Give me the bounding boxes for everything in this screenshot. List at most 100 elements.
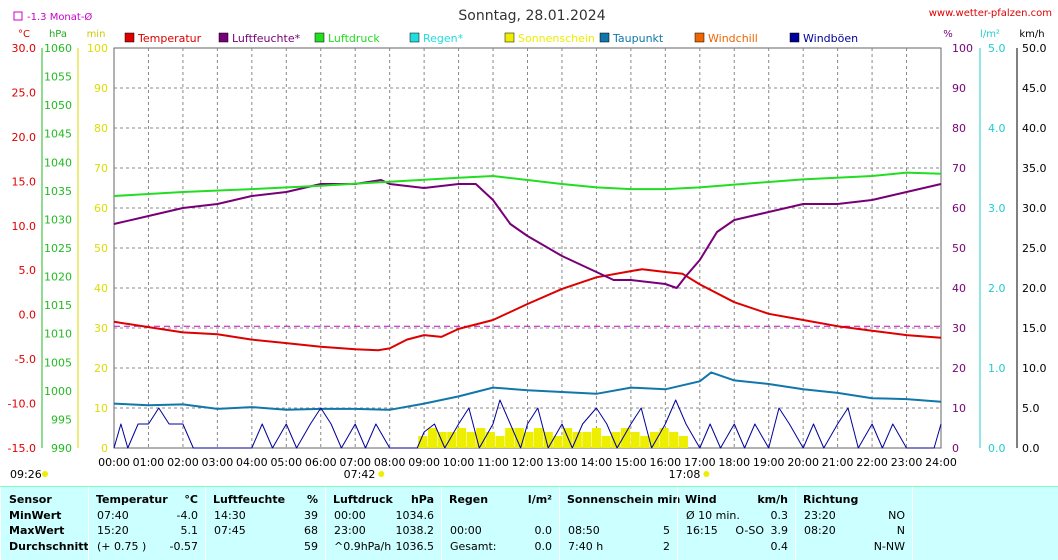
- humidity-tick-label: 10: [952, 402, 966, 415]
- day-start-icon: [42, 471, 48, 477]
- pressure-tick-label: 1030: [44, 213, 72, 226]
- stats-cell: Luftfeuchte: [213, 493, 286, 506]
- sunshine_min-tick-label: 20: [94, 362, 108, 375]
- stats-cell: hPa: [410, 493, 434, 506]
- sunset-time: 17:08: [669, 468, 701, 481]
- x-tick-label: 05:00: [270, 456, 302, 469]
- rain-tick-label: 3.0: [988, 202, 1006, 215]
- sunshine-bar: [591, 428, 602, 448]
- humidity-tick-label: 50: [952, 242, 966, 255]
- unit-min: min: [87, 29, 106, 40]
- pressure-tick-label: 1015: [44, 299, 72, 312]
- x-tick-label: 14:00: [581, 456, 613, 469]
- sunshine-bar: [543, 432, 553, 448]
- stats-cell: 39: [304, 509, 318, 522]
- unit-percent: %: [943, 29, 953, 40]
- pressure-tick-label: 1020: [44, 271, 72, 284]
- stats-cell: (+ 0.75 ): [97, 540, 147, 553]
- pressure-tick-label: 995: [51, 413, 72, 426]
- stats-cell: Sonnenschein min: [567, 493, 681, 506]
- x-tick-label: 01:00: [133, 456, 165, 469]
- rain-tick-label: 1.0: [988, 362, 1006, 375]
- x-tick-label: 03:00: [202, 456, 234, 469]
- stats-cell: 3.9: [770, 524, 789, 537]
- stats-cell: 5.1: [180, 524, 199, 537]
- stats-cell: km/h: [757, 493, 788, 506]
- pressure-tick-label: 1055: [44, 71, 72, 84]
- x-tick-label: 07:00: [339, 456, 371, 469]
- wind-tick-label: 25.0: [1022, 242, 1047, 255]
- legend-swatch: [789, 32, 800, 43]
- legend-label: Luftfeuchte*: [232, 32, 301, 45]
- sunshine-bar: [524, 432, 534, 448]
- sunshine-bar: [630, 432, 640, 448]
- stats-cell: 0.0: [534, 524, 553, 537]
- humidity-tick-label: 60: [952, 202, 966, 215]
- temperature-tick-label: 20.0: [12, 131, 37, 144]
- rain-tick-label: 4.0: [988, 122, 1006, 135]
- humidity-tick-label: 0: [952, 442, 959, 455]
- x-tick-label: 08:00: [374, 456, 406, 469]
- source-label: www.wetter-pfalzen.com: [929, 8, 1052, 19]
- stats-cell: 08:20: [804, 524, 836, 537]
- stats-cell: 5: [663, 524, 670, 537]
- series-line-temperatur: [113, 268, 942, 352]
- x-tick-label: 22:00: [856, 456, 888, 469]
- stats-col-sensor: Sensor MinWert MaxWert Durchschnitt: [0, 487, 89, 560]
- stats-panel: Sensor MinWert MaxWert Durchschnitt Temperat…: [0, 486, 1058, 560]
- sunshine_min-tick-label: 0: [101, 442, 108, 455]
- sunshine-bar: [427, 428, 438, 448]
- sunshine-bar: [669, 432, 679, 448]
- stats-cell: N: [896, 524, 905, 537]
- sunshine-bar: [485, 432, 495, 448]
- sunshine-bar: [447, 432, 457, 448]
- series-line-taupunkt: [113, 371, 942, 411]
- sunshine-bar: [649, 432, 659, 448]
- wind-tick-label: 5.0: [1022, 402, 1040, 415]
- stats-cell: ^0.9hPa/h: [334, 540, 392, 553]
- temperature-tick-label: -15.0: [8, 442, 36, 455]
- x-tick-label: 24:00: [925, 456, 957, 469]
- humidity-tick-label: 90: [952, 82, 966, 95]
- stats-cell: Luftdruck: [333, 493, 393, 506]
- temperature-tick-label: 0.0: [19, 309, 37, 322]
- stats-cell: Wind: [685, 493, 717, 506]
- stats-cell: 68: [304, 524, 318, 537]
- stats-cell: 00:00: [334, 509, 366, 522]
- legend-swatch: [694, 32, 705, 43]
- stats-col-empty: [912, 487, 1058, 560]
- sunshine-bar: [611, 432, 621, 448]
- stats-cell: 14:30: [214, 509, 246, 522]
- unit-rain: l/m²: [980, 29, 1000, 40]
- stats-cell: Temperatur: [96, 493, 168, 506]
- sunshine-bar: [601, 436, 611, 448]
- x-tick-label: 21:00: [822, 456, 854, 469]
- sunshine-bar: [678, 436, 688, 448]
- stats-cell: N-NW: [873, 540, 905, 553]
- x-tick-label: 13:00: [546, 456, 578, 469]
- stats-cell: 1038.2: [395, 524, 435, 537]
- sunshine-bar: [582, 432, 592, 448]
- legend-label: Luftdruck: [328, 32, 380, 45]
- humidity-tick-label: 40: [952, 282, 966, 295]
- wind-tick-label: 30.0: [1022, 202, 1047, 215]
- weather-chart: Sonntag, 28.01.2024 www.wetter-pfalzen.c…: [8, 8, 1052, 481]
- pressure-tick-label: 1025: [44, 242, 72, 255]
- sunshine-bar: [466, 432, 476, 448]
- month-avg-icon: [13, 11, 23, 21]
- sunshine-bar: [418, 436, 428, 448]
- legend-label: Regen*: [423, 32, 464, 45]
- stats-cell: 1036.5: [395, 540, 435, 553]
- legend-label: Temperatur: [137, 32, 202, 45]
- chart-markers: 07:42 17:08 09:26: [10, 468, 710, 481]
- sunshine_min-tick-label: 10: [94, 402, 108, 415]
- stats-cell: MinWert: [9, 509, 62, 522]
- unit-hpa: hPa: [49, 29, 67, 40]
- stats-cell: 7:40 h: [568, 540, 604, 553]
- rain-tick-label: 5.0: [988, 42, 1006, 55]
- stats-cell: l/m²: [527, 493, 552, 506]
- sunshine-bar: [514, 428, 524, 448]
- legend-label: Sonnenschein: [518, 32, 595, 45]
- x-tick-label: 06:00: [305, 456, 337, 469]
- unit-wind: km/h: [1019, 29, 1044, 40]
